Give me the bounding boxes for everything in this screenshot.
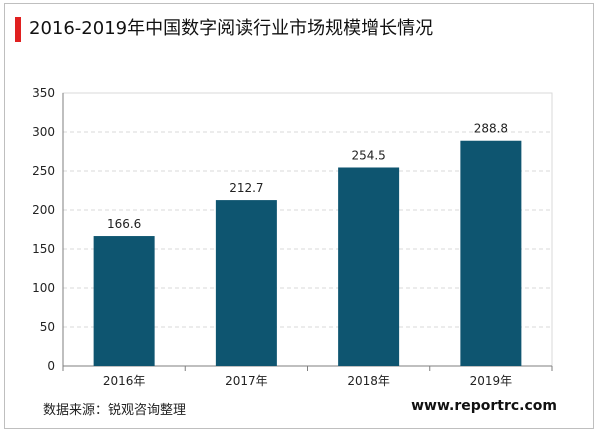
y-tick-label: 100 — [32, 281, 55, 295]
data-label: 254.5 — [351, 148, 385, 162]
data-source-note: 数据来源：锐观咨询整理 — [43, 403, 187, 418]
chart-frame: 2016-2019年中国数字阅读行业市场规模增长情况 0 50 100 150 200 2… — [4, 3, 594, 429]
y-tick-label: 350 — [32, 86, 55, 100]
y-tick-label: 250 — [32, 164, 55, 178]
y-tick-label: 300 — [32, 125, 55, 139]
x-tick-label: 2016年 — [103, 374, 146, 388]
website-url: www.reportrc.com — [411, 398, 557, 414]
bar — [215, 200, 277, 366]
y-tick-label: 50 — [40, 320, 55, 334]
x-tick-label: 2018年 — [347, 374, 390, 388]
chart-title: 2016-2019年中国数字阅读行业市场规模增长情况 — [29, 18, 434, 39]
y-tick-label: 0 — [47, 359, 55, 373]
bar — [460, 140, 522, 366]
data-label: 288.8 — [474, 122, 508, 136]
bar — [93, 236, 155, 366]
y-tick-label: 200 — [32, 203, 55, 217]
data-label: 166.6 — [107, 217, 141, 231]
bar-chart: 0 50 100 150 200 250 300 350 166.6 2016年 212.7 201… — [32, 86, 553, 388]
bar — [338, 167, 400, 366]
y-tick-label: 150 — [32, 242, 55, 256]
title-accent-bar — [15, 17, 21, 42]
data-label: 212.7 — [229, 181, 263, 195]
x-tick-label: 2019年 — [470, 374, 513, 388]
x-tick-label: 2017年 — [225, 374, 268, 388]
